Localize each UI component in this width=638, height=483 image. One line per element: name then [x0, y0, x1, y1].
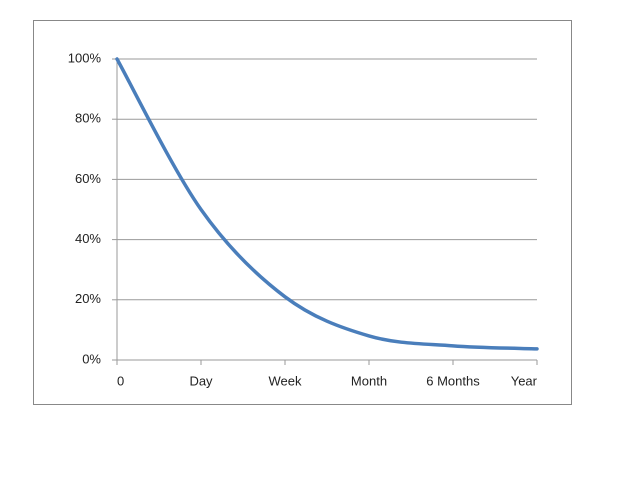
- x-tick-label: Month: [351, 373, 387, 388]
- y-tick-label: 40%: [75, 231, 101, 246]
- chart-frame: [33, 20, 572, 405]
- y-tick-label: 100%: [68, 50, 102, 65]
- x-tick-label: Week: [269, 373, 302, 388]
- x-tick-label: Year: [511, 373, 538, 388]
- x-tick-label: 6 Months: [426, 373, 480, 388]
- y-tick-label: 20%: [75, 291, 101, 306]
- y-tick-label: 80%: [75, 111, 101, 126]
- y-tick-label: 0%: [82, 351, 101, 366]
- x-tick-label: Day: [189, 373, 213, 388]
- data-line: [115, 57, 539, 351]
- x-tick-label: 0: [117, 373, 124, 388]
- y-tick-label: 60%: [75, 171, 101, 186]
